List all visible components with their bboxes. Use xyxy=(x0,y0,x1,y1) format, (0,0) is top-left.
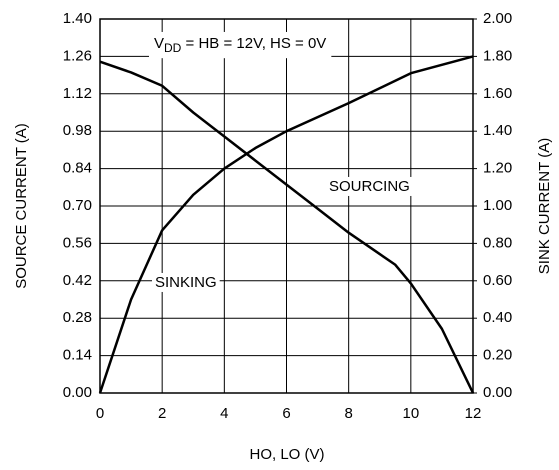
annotation-main: V xyxy=(154,35,164,52)
y-axis-label: SOURCE CURRENT (A) xyxy=(13,123,30,289)
y-tick-label: 0.70 xyxy=(63,197,92,214)
label-background xyxy=(152,272,220,292)
y2-axis-label: SINK CURRENT (A) xyxy=(536,138,553,274)
x-tick-label: 12 xyxy=(465,405,482,422)
y-tick-label: 0.98 xyxy=(63,122,92,139)
annotation-sub: DD xyxy=(164,41,182,55)
x-axis-label: HO, LO (V) xyxy=(249,446,324,463)
y-tick-label: 1.26 xyxy=(63,47,92,64)
x-tick-label: 4 xyxy=(220,405,228,422)
annotation: VDD = HB = 12V, HS = 0V xyxy=(154,35,326,55)
y2-tick-label: 1.00 xyxy=(483,197,512,214)
y-tick-label: 0.28 xyxy=(63,309,92,326)
plot-frame xyxy=(99,18,474,394)
annotation-background xyxy=(149,31,332,59)
y2-tick-label: 0.80 xyxy=(483,234,512,251)
y-tick-label: 0.00 xyxy=(63,384,92,401)
y2-tick-label: 0.40 xyxy=(483,309,512,326)
y2-tick-label: 0.00 xyxy=(483,384,512,401)
y2-tick-label: 0.60 xyxy=(483,272,512,289)
x-tick-label: 2 xyxy=(158,405,166,422)
y2-tick-label: 1.80 xyxy=(483,47,512,64)
label-background xyxy=(326,176,413,196)
y2-tick-label: 1.20 xyxy=(483,160,512,177)
y-tick-label: 1.40 xyxy=(63,10,92,27)
x-tick-label: 10 xyxy=(402,405,419,422)
series-label: SINKING xyxy=(155,274,217,291)
y-tick-label: 0.14 xyxy=(63,347,92,364)
y-tick-label: 0.42 xyxy=(63,272,92,289)
y-tick-label: 0.56 xyxy=(63,234,92,251)
y2-tick-label: 1.60 xyxy=(483,85,512,102)
y2-tick-label: 1.40 xyxy=(483,122,512,139)
y-tick-label: 0.84 xyxy=(63,160,92,177)
series-line xyxy=(99,60,475,394)
series-line xyxy=(98,55,474,394)
x-tick-label: 6 xyxy=(282,405,290,422)
series-label: SOURCING xyxy=(329,178,410,195)
y2-tick-label: 0.20 xyxy=(483,347,512,364)
x-tick-label: 8 xyxy=(344,405,352,422)
y-tick-label: 1.12 xyxy=(63,85,92,102)
y2-tick-label: 2.00 xyxy=(483,10,512,27)
x-tick-label: 0 xyxy=(96,405,104,422)
annotation-rest: = HB = 12V, HS = 0V xyxy=(181,35,326,52)
